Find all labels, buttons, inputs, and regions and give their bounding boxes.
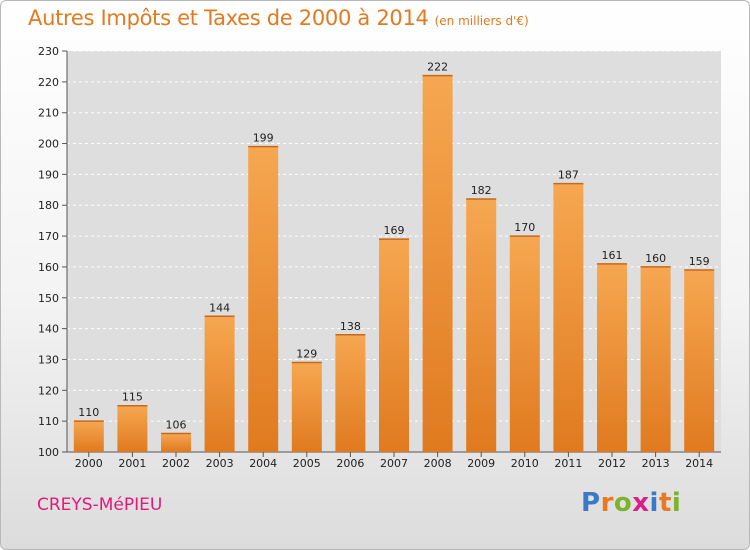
x-tick-label: 2012 xyxy=(598,457,626,470)
title-text: Autres Impôts et Taxes de 2000 à 2014 xyxy=(28,6,429,30)
y-tick-label: 200 xyxy=(38,138,59,151)
x-tick-label: 2000 xyxy=(75,457,103,470)
bar xyxy=(204,316,235,452)
x-tick-label: 2007 xyxy=(380,457,408,470)
y-tick-label: 220 xyxy=(38,76,59,89)
y-tick-label: 190 xyxy=(38,168,59,181)
y-tick-label: 180 xyxy=(38,199,59,212)
y-tick-label: 230 xyxy=(38,45,59,58)
logo-letter: x xyxy=(632,488,650,518)
x-tick-label: 2002 xyxy=(162,457,190,470)
bar xyxy=(73,421,104,452)
data-label: 169 xyxy=(384,224,405,237)
y-tick-label: 140 xyxy=(38,323,59,336)
data-label: 110 xyxy=(78,406,99,419)
x-tick-label: 2008 xyxy=(424,457,452,470)
chart-subtitle: (en milliers d'€) xyxy=(434,14,529,28)
bar xyxy=(597,263,627,452)
data-label: 170 xyxy=(514,221,535,234)
logo-letter: t xyxy=(658,488,672,518)
bar xyxy=(422,75,453,452)
x-tick-label: 2014 xyxy=(685,457,713,470)
proxiti-logo: Proxiti xyxy=(581,488,681,518)
logo-letter: i xyxy=(671,488,682,518)
y-tick-label: 170 xyxy=(38,230,59,243)
data-label: 160 xyxy=(645,252,666,265)
y-tick-label: 110 xyxy=(38,415,59,428)
y-tick-label: 210 xyxy=(38,107,59,120)
chart-title: Autres Impôts et Taxes de 2000 à 2014 (en… xyxy=(28,6,529,30)
x-tick-label: 2004 xyxy=(249,457,277,470)
commune-name: CREYS-MéPIEU xyxy=(37,495,163,515)
bar xyxy=(640,266,671,452)
data-label: 182 xyxy=(471,184,492,197)
data-label: 106 xyxy=(166,418,187,431)
x-tick-label: 2001 xyxy=(118,457,146,470)
logo-letter: r xyxy=(600,488,614,518)
data-label: 187 xyxy=(558,169,579,182)
bar xyxy=(379,239,409,452)
logo-letter: i xyxy=(649,488,659,518)
y-tick-label: 130 xyxy=(38,353,59,366)
data-label: 115 xyxy=(122,391,143,404)
data-label: 199 xyxy=(253,132,274,145)
bar xyxy=(684,270,715,452)
data-label: 144 xyxy=(209,301,230,314)
y-tick-label: 150 xyxy=(38,292,59,305)
bar xyxy=(466,199,497,452)
bar xyxy=(509,236,540,452)
x-tick-label: 2013 xyxy=(642,457,670,470)
x-tick-label: 2006 xyxy=(336,457,364,470)
y-tick-label: 120 xyxy=(38,384,59,397)
data-label: 138 xyxy=(340,320,361,333)
bar xyxy=(335,334,366,452)
bar xyxy=(553,183,584,452)
bar xyxy=(291,362,322,452)
data-label: 161 xyxy=(602,249,623,262)
y-tick-label: 160 xyxy=(38,261,59,274)
x-tick-label: 2003 xyxy=(206,457,234,470)
x-tick-label: 2009 xyxy=(467,457,495,470)
y-tick-label: 100 xyxy=(38,446,59,459)
data-label: 222 xyxy=(427,61,448,74)
bar xyxy=(248,146,279,452)
logo-letter: P xyxy=(581,488,601,518)
data-label: 159 xyxy=(689,255,710,268)
logo-letter: o xyxy=(613,488,633,518)
bar xyxy=(117,405,148,452)
data-label: 129 xyxy=(296,348,317,361)
x-tick-label: 2011 xyxy=(554,457,582,470)
x-tick-label: 2010 xyxy=(511,457,539,470)
bar xyxy=(161,433,191,452)
x-tick-label: 2005 xyxy=(293,457,321,470)
